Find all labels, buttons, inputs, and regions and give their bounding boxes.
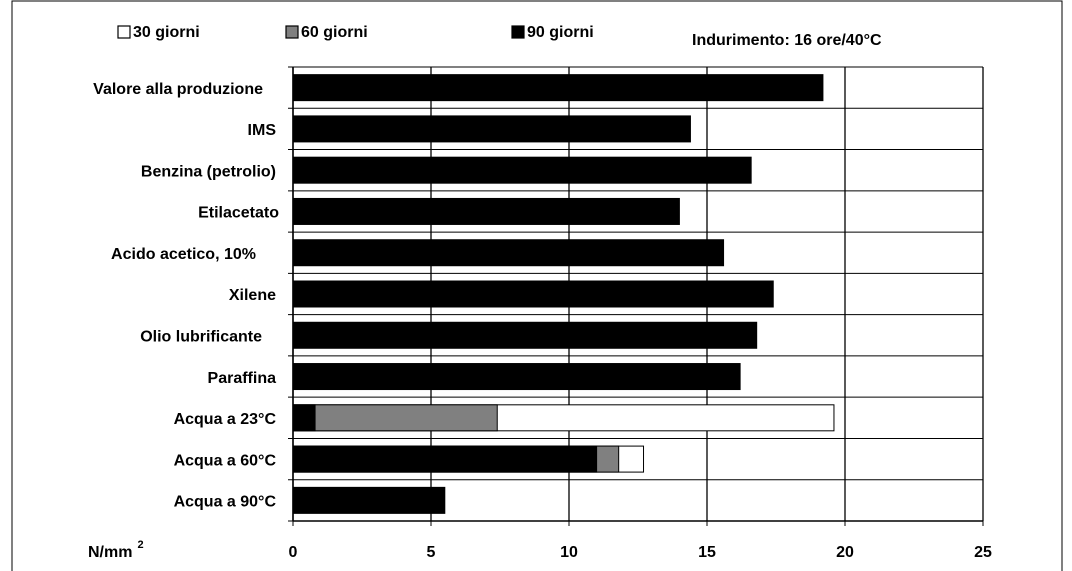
bar [292,115,691,143]
bar [292,486,446,514]
x-tick-label: 25 [974,544,992,561]
x-tick-label: 20 [836,544,854,561]
bar [292,280,774,308]
axis-unit: N/mm 2 [88,539,144,561]
y-tick-label: Paraffina [208,370,277,387]
bar [292,239,725,267]
axis-unit-exponent: 2 [137,539,143,551]
bar [292,321,758,349]
legend-label: 30 giorni [133,24,200,41]
bar [292,404,316,432]
y-tick-label: Xilene [229,287,276,304]
x-tick-label: 10 [560,544,578,561]
y-tick-label: Acqua a 23°C [174,411,277,428]
x-tick-label: 0 [289,544,298,561]
x-tick-label: 15 [698,544,716,561]
bar [292,156,752,184]
bar [292,74,824,102]
bar [292,363,741,391]
legend-label: 90 giorni [527,24,594,41]
annotation: Indurimento: 16 ore/40°C [692,32,882,49]
y-tick-label: Acqua a 90°C [174,494,277,511]
bar [292,197,680,225]
legend-label: 60 giorni [301,24,368,41]
y-tick-label: Benzina (petrolio) [141,163,276,180]
x-tick-label: 5 [427,544,436,561]
y-tick-label: Acqua a 60°C [174,452,277,469]
y-tick-label: Valore alla produzione [93,81,263,98]
bar [292,404,498,432]
legend-swatch [117,25,131,39]
bar [292,445,598,473]
legend-swatch [511,25,525,39]
y-tick-label: Etilacetato [198,205,279,222]
y-tick-label: Acido acetico, 10% [111,246,256,263]
y-tick-label: Olio lubrificante [140,328,262,345]
axis-unit-base: N/mm [88,544,132,561]
y-tick-label: IMS [248,122,277,139]
frame [11,0,1063,571]
legend-swatch [285,25,299,39]
